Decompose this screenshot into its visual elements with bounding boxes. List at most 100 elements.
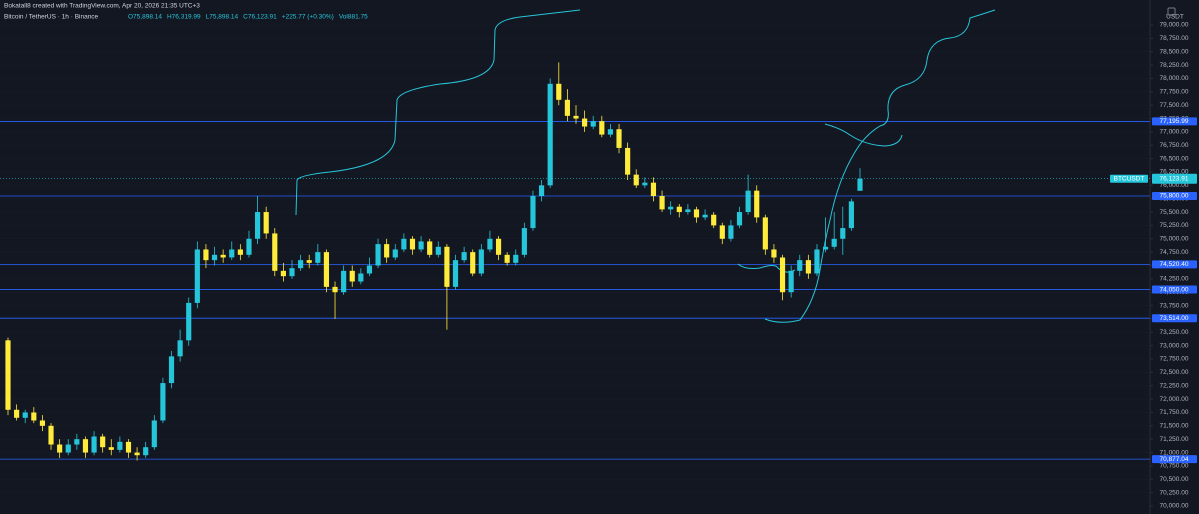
candle-body [831,238,837,247]
candle-body [306,260,312,263]
level-tag [1152,192,1197,201]
candle-body [272,233,278,271]
candle-body [125,441,132,453]
candle-body [384,244,390,258]
candle-body [203,249,209,261]
y-tick-label: 78,750.00 [1160,35,1189,42]
candle-body [857,178,863,191]
candle-body [547,83,553,186]
y-tick-label: 70,750.00 [1160,463,1189,470]
candle-body [719,225,725,239]
candle-body [298,260,304,269]
y-tick-label: 74,750.00 [1160,249,1189,256]
candle-body [435,246,441,255]
y-tick-label: 77,750.00 [1160,89,1189,96]
candle-body [736,212,743,226]
candle-body [254,212,261,239]
y-tick-label: 78,000.00 [1160,75,1189,82]
candle-body [289,268,295,277]
candle-body [779,257,786,293]
level-tag [1152,455,1197,464]
candle-body [728,225,734,239]
candle-body [771,249,777,258]
symbol: Bitcoin / TetherUS · 1h · Binance [4,14,99,21]
symbol-label: BTCUSDT [1114,175,1145,182]
candle-body [564,99,570,116]
settings-icon[interactable] [1167,7,1176,16]
candle-body [358,273,364,282]
candle-body [375,244,381,266]
candle-body [229,249,235,258]
grid [0,24,1150,507]
candle-body [263,212,269,234]
y-tick-label: 76,750.00 [1160,142,1189,149]
candle-body [478,249,484,274]
candle-body [65,444,71,453]
candle-body [607,129,614,135]
candle-body [711,214,717,226]
candle-body [848,201,854,229]
projection-path [295,9,581,216]
candle-body [814,249,820,274]
candle-body [822,246,829,250]
candle-body [693,209,700,218]
level-label: 73,514.00 [1160,315,1189,322]
candle-body [599,121,605,135]
candle-body [349,270,355,282]
y-tick-label: 71,000.00 [1160,449,1189,456]
candle-body [134,452,140,456]
y-tick-label: 79,000.00 [1160,22,1189,29]
candle-body [186,302,192,341]
candle-body [487,238,493,250]
candle-body [805,260,811,274]
candle-body [702,214,708,218]
level-label: 74,520.40 [1160,261,1189,268]
candle-body [392,249,398,258]
y-tick-label: 72,750.00 [1160,356,1189,363]
currency: USDT [1166,14,1184,21]
symbol-tag [1110,174,1148,183]
ohlc-value: H76,319.99 [167,14,201,21]
candle-body [427,241,433,255]
y-tick-label: 70,250.00 [1160,489,1189,496]
candle-body [108,447,114,450]
candle-body [177,340,183,357]
candle-body [418,241,424,250]
candle-body [323,252,330,287]
levels [0,121,1150,460]
candle-body [143,447,149,456]
candle-body [57,444,63,453]
candle-body [797,260,803,271]
candle-body [495,238,502,255]
candle-body [676,206,682,213]
candle-body [22,412,28,418]
candle-body [513,254,519,263]
candle-body [237,249,243,255]
ohlc-value: L75,898.14 [206,14,239,21]
y-tick-label: 72,250.00 [1160,382,1189,389]
last-price-label: 76,123.91 [1160,175,1189,182]
candle-body [625,147,631,175]
candle-body [315,252,321,263]
price-axis: 70,000.00 70,250.00 70,500.00 70,750.00 71,0… [1110,22,1197,510]
ohlc-value: +225.77 (+0.30%) [282,14,334,21]
candle-body [461,252,467,261]
y-tick-label: 78,500.00 [1160,48,1189,55]
candle-body [280,270,286,277]
candle-body [840,228,846,239]
candle-body [650,182,657,197]
candle-body [685,209,691,213]
candle-body [100,436,106,448]
y-tick-label: 71,250.00 [1160,436,1189,443]
candle-body [642,182,648,186]
candle-body [668,206,674,210]
y-tick-label: 77,500.00 [1160,102,1189,109]
y-tick-label: 70,000.00 [1160,503,1189,510]
candle-body [168,356,175,384]
candle-body [659,196,665,210]
candle-body [590,121,596,127]
candle-body [754,190,760,218]
